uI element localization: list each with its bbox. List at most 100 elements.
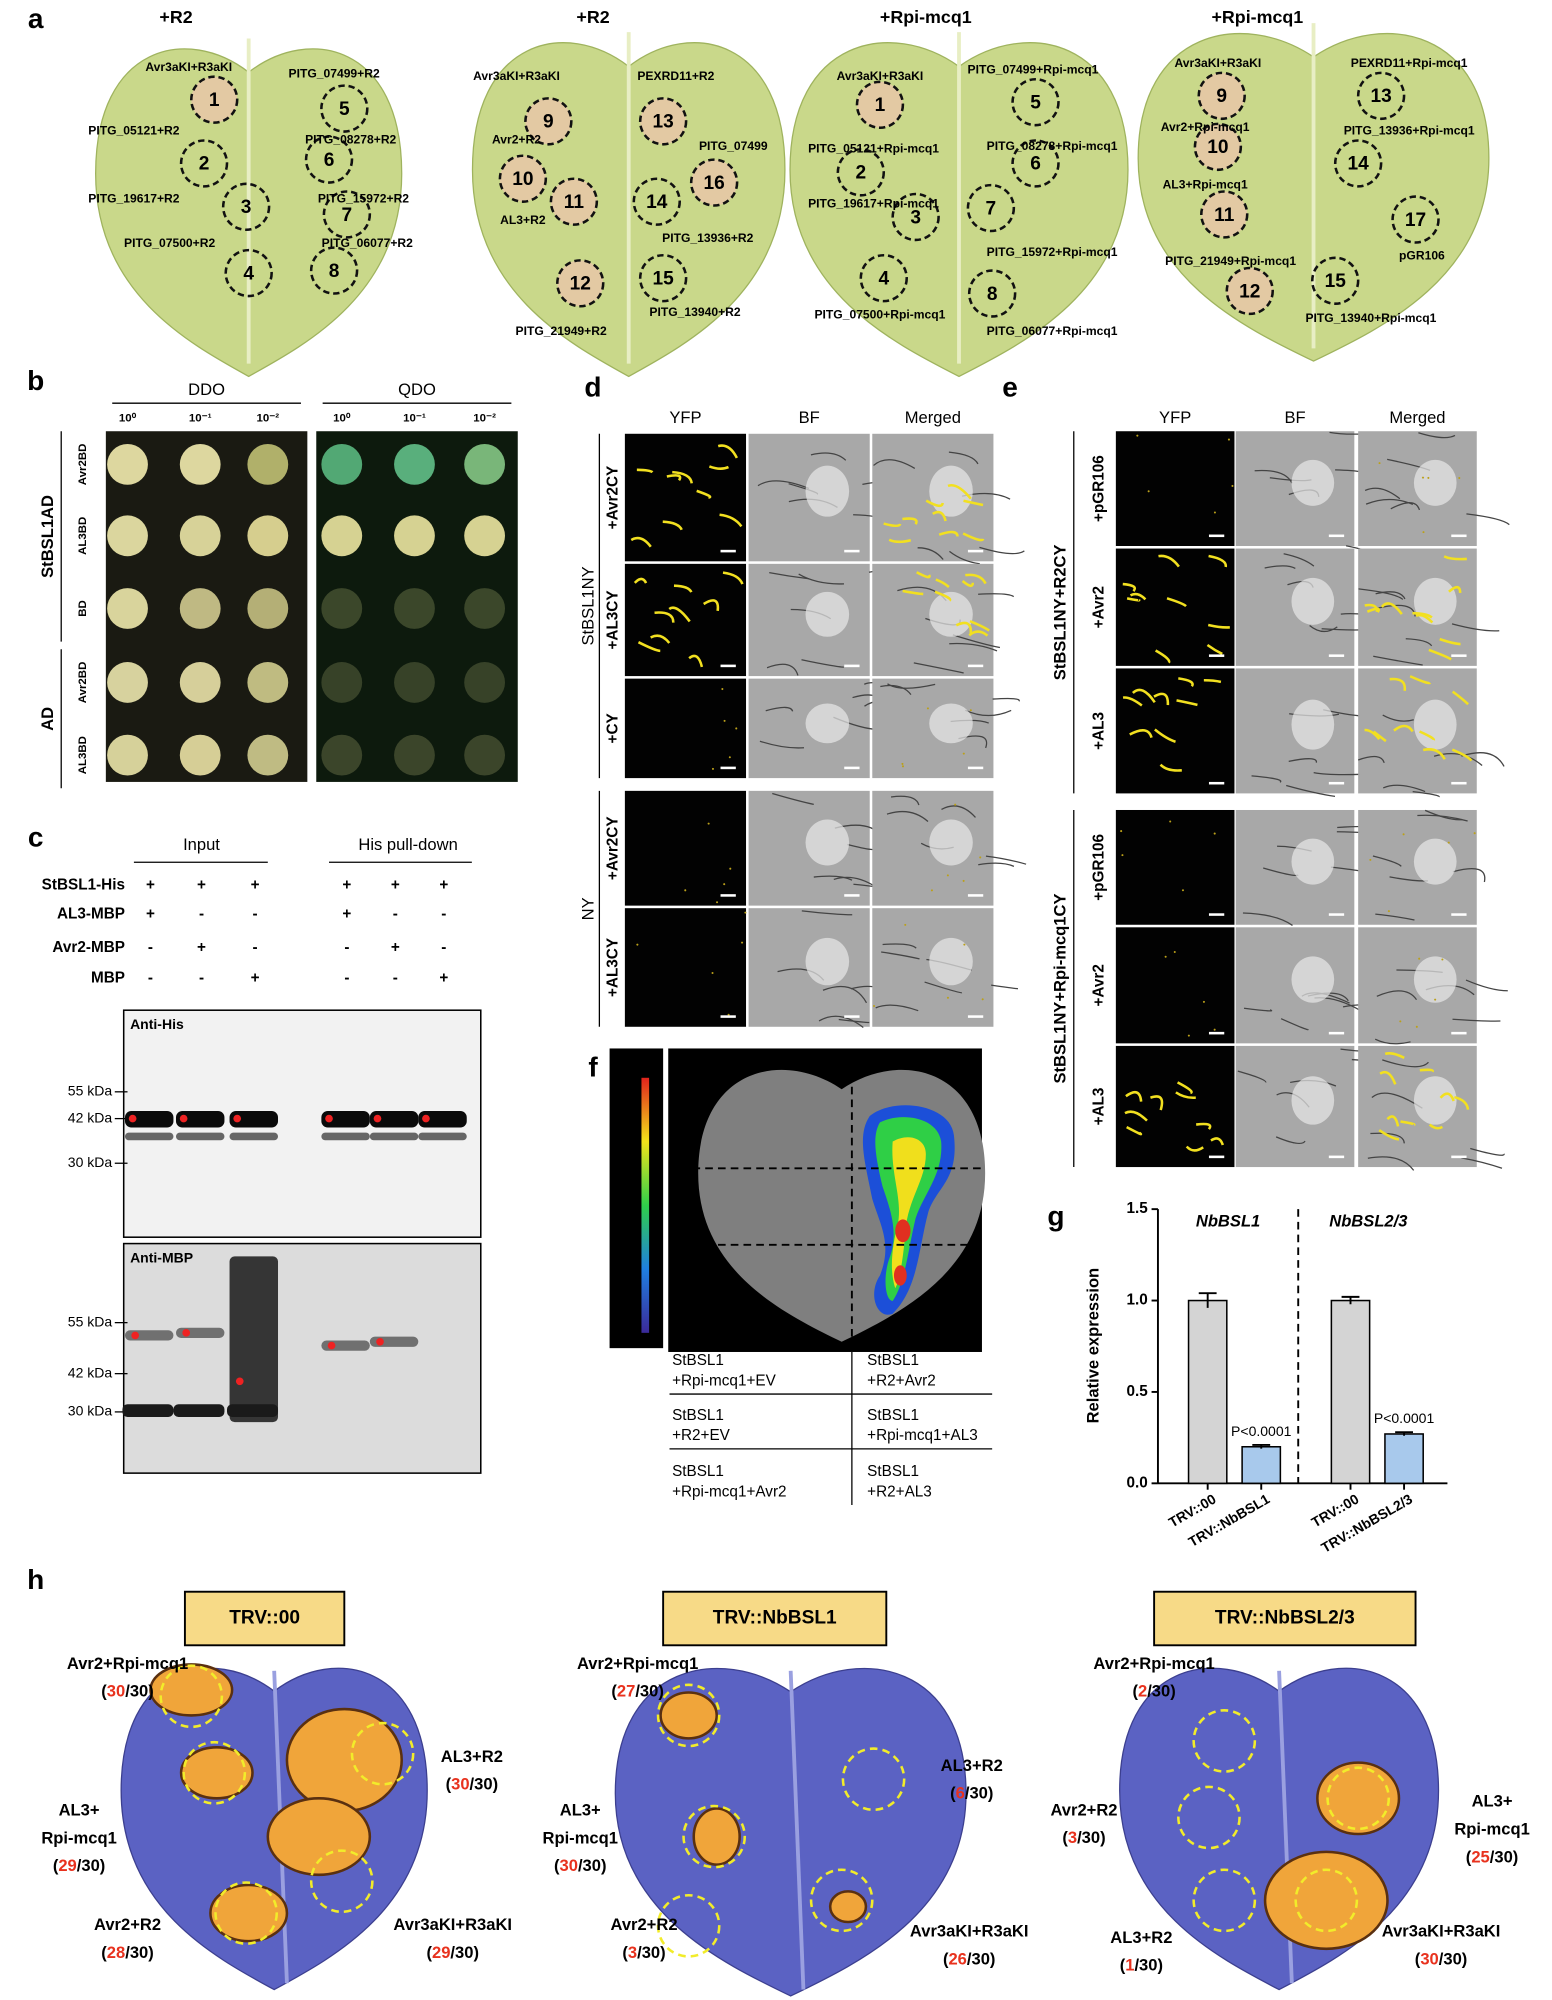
row-label: +Avr2CY (604, 466, 621, 530)
infiltration-spot (1011, 77, 1060, 127)
yfp-speck (723, 883, 726, 886)
cell-outline (1264, 565, 1296, 569)
spot-number: 8 (987, 284, 998, 305)
yfp-signal (1366, 607, 1381, 613)
infiltration-spot (182, 1740, 247, 1805)
cell-outline (1309, 624, 1338, 633)
yfp-image (1115, 668, 1235, 794)
bright-area (1413, 956, 1457, 1003)
row-label: +Avr2 (1090, 586, 1107, 628)
yfp-speck (930, 889, 933, 892)
yfp-signal (1153, 692, 1170, 706)
spot-label: Avr2+R2 (1050, 1800, 1117, 1819)
yfp-signal (672, 470, 694, 484)
cell-outline (772, 792, 814, 806)
yfp-speck (636, 943, 639, 946)
yfp-signal (1415, 613, 1434, 624)
infiltration-spot (322, 190, 372, 239)
spot-label: Avr2+Rpi-mcq1 (1093, 1654, 1214, 1673)
yfp-speck (904, 923, 907, 926)
yfp-signal (932, 510, 947, 522)
spot-label: AL3+R2 (500, 213, 546, 227)
spot-number: 7 (342, 205, 353, 226)
spot-label: PITG_05121+Rpi-mcq1 (808, 142, 939, 156)
infiltration-spot (304, 135, 354, 184)
band (122, 1404, 174, 1418)
spot-label: PITG_07499 (699, 139, 768, 153)
yeast-colony (394, 443, 435, 485)
sign: - (393, 969, 398, 986)
yfp-signal (637, 641, 661, 653)
error-bar (1252, 1443, 1271, 1449)
cell-outline (798, 573, 845, 585)
marker-label: 55 kDa (68, 1313, 113, 1329)
row-label: AL3BD (77, 736, 89, 774)
yfp-signal (1439, 1092, 1455, 1102)
group-label: AD (38, 707, 57, 731)
yeast-colony (321, 734, 363, 776)
column-header: His pull-down (358, 835, 457, 854)
yfp-speck (969, 709, 972, 712)
yfp-signal (1154, 728, 1176, 743)
hr-score: (25/30) (1466, 1848, 1519, 1867)
cell-outline (979, 546, 1025, 555)
cell-outline (1382, 784, 1426, 793)
yfp-signal (1126, 597, 1141, 602)
band-marker (233, 1114, 242, 1123)
band-marker (182, 1329, 191, 1337)
yfp-signal (1419, 1068, 1434, 1073)
spot-label: Avr3aKI+R3aKI (1175, 56, 1262, 70)
row-label: MBP (91, 969, 125, 986)
yfp-signal (947, 484, 972, 500)
cell-outline (1373, 655, 1423, 666)
yfp-signal (1443, 555, 1467, 561)
spot-number: 11 (1214, 205, 1235, 226)
cell-outline (941, 805, 976, 818)
yfp-speck (1447, 841, 1450, 844)
yfp-speck (901, 762, 904, 765)
cell-outline (949, 550, 980, 565)
spot-label: Rpi-mcq1 (1454, 1820, 1529, 1839)
spot-label: AL3+ (59, 1800, 100, 1819)
spot-number: 12 (570, 274, 591, 295)
cell-outline (1465, 979, 1508, 992)
yfp-signal (1384, 1052, 1405, 1060)
hr-score: (3/30) (622, 1943, 665, 1962)
y-axis-label: Relative expression (1084, 1268, 1103, 1424)
cell-outline (991, 984, 1019, 990)
sign: - (344, 969, 349, 986)
yfp-signal (1400, 1120, 1416, 1127)
yfp-speck (1418, 957, 1421, 960)
infiltration-spot (1310, 256, 1360, 305)
yeast-colony (179, 443, 221, 485)
yfp-speck (1441, 958, 1444, 961)
sign: + (146, 906, 155, 923)
cell-outline (952, 634, 1001, 649)
error-bar (1395, 1431, 1413, 1436)
infiltration-spot (1192, 1868, 1257, 1933)
sign: + (342, 876, 351, 893)
row-label: AL3BD (77, 517, 89, 555)
yeast-colony (107, 734, 148, 776)
panel-label: a (28, 3, 44, 34)
medium-label: DDO (188, 380, 225, 399)
yeast-colony (464, 588, 506, 629)
yfp-speck (1434, 998, 1437, 1001)
yfp-speck (728, 756, 731, 759)
yfp-speck (1421, 476, 1425, 479)
infiltration-spot (1177, 1785, 1241, 1850)
sign: - (148, 939, 153, 956)
yfp-speck (1231, 484, 1234, 487)
row-label: +AL3CY (604, 590, 621, 649)
spot-label: Avr3aKI+R3aKI (473, 69, 560, 83)
spot-number: 15 (1325, 271, 1347, 292)
spot-label: Avr2+Rpi-mcq1 (67, 1654, 188, 1673)
spot-label: PITG_13936+Rpi-mcq1 (1344, 124, 1475, 138)
yfp-image (1115, 927, 1235, 1044)
cell-outline (887, 683, 936, 689)
yfp-signal (1154, 649, 1171, 664)
band (418, 1110, 467, 1128)
bright-area (805, 937, 850, 986)
yfp-speck (963, 943, 966, 946)
cell-death (828, 1890, 868, 1924)
